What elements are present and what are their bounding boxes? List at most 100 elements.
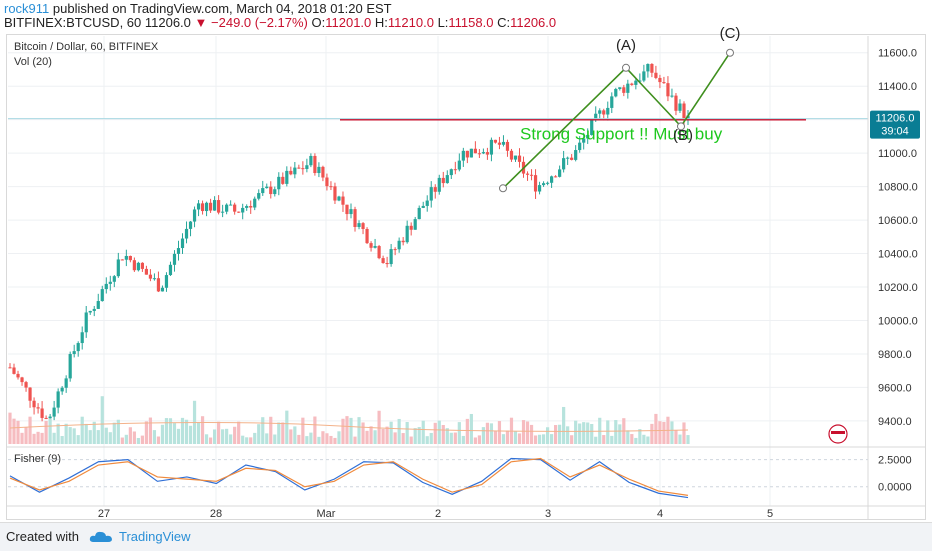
tradingview-brand-link[interactable]: TradingView — [119, 529, 191, 544]
candle-body — [269, 186, 273, 195]
candle-body — [28, 387, 32, 401]
candle-body — [88, 310, 92, 313]
volume-bar — [164, 418, 169, 444]
candle-body — [204, 202, 209, 212]
volume-bar — [112, 422, 116, 444]
volume-bar — [566, 426, 570, 444]
candle-body — [277, 176, 281, 190]
volume-bar — [36, 431, 40, 444]
candle-body — [602, 110, 606, 115]
countdown-tag-value: 39:04 — [881, 126, 909, 138]
candle-body — [108, 281, 112, 284]
candle-body — [225, 204, 229, 212]
candle-body — [369, 243, 373, 248]
candle-body — [329, 186, 333, 188]
created-with-text: Created with — [6, 529, 79, 544]
volume-bar — [20, 432, 24, 444]
symbol-info: BITFINEX:BTCUSD, 60 11206.0 ▼ −249.0 (−2… — [4, 15, 556, 30]
volume-bar — [160, 424, 165, 444]
volume-bar — [92, 421, 96, 444]
volume-bar — [441, 425, 445, 444]
volume-bar — [80, 416, 84, 444]
volume-bar — [329, 435, 333, 444]
candle-body — [389, 249, 393, 265]
candle-body — [32, 400, 36, 408]
volume-bar — [373, 430, 377, 444]
candle-body — [56, 391, 60, 408]
candle-body — [136, 262, 140, 271]
candle-body — [558, 169, 562, 177]
candle-body — [554, 176, 558, 178]
y-tick-label: 11600.0 — [878, 48, 917, 60]
candle-body — [393, 249, 397, 251]
candle-body — [168, 264, 173, 276]
candle-body — [570, 157, 574, 160]
volume-bar — [200, 416, 205, 444]
volume-bar — [469, 413, 473, 444]
volume-bar — [369, 426, 373, 444]
volume-bar — [245, 437, 249, 444]
volume-bar — [16, 420, 20, 444]
volume-bar — [594, 436, 598, 444]
volume-bar — [60, 436, 64, 444]
fisher-tick-label: 0.0000 — [878, 482, 912, 494]
candle-body — [229, 204, 233, 206]
candle-body — [509, 150, 514, 160]
volume-bar — [582, 422, 586, 444]
candle-body — [485, 152, 490, 155]
candle-body — [112, 276, 116, 282]
volume-bar — [84, 423, 88, 444]
candle-body — [449, 169, 453, 176]
candle-body — [405, 225, 409, 243]
candle-body — [301, 168, 305, 170]
candle-body — [397, 240, 401, 250]
x-tick-label: 3 — [545, 508, 551, 520]
volume-bar — [309, 432, 313, 444]
volume-bar — [630, 434, 634, 444]
candle-body — [285, 170, 289, 184]
volume-bar — [610, 435, 614, 444]
wave-point — [622, 63, 630, 72]
author-link[interactable]: rock911 — [4, 1, 50, 16]
candle-body — [353, 209, 357, 227]
volume-bar — [8, 412, 12, 444]
candle-body — [361, 223, 365, 229]
volume-bar — [533, 435, 538, 444]
volume-bar — [120, 437, 124, 444]
candle-body — [180, 238, 185, 249]
candle-body — [172, 253, 177, 265]
price-chart[interactable]: Strong Support !! Must buy (A) (B) (C) 2.50… — [0, 0, 932, 520]
volume-bar — [349, 417, 353, 444]
candle-body — [670, 95, 674, 97]
candle-body — [349, 209, 353, 215]
candle-body — [377, 246, 381, 259]
volume-bar — [549, 434, 554, 444]
candle-body — [590, 119, 594, 135]
candle-body — [176, 248, 181, 254]
candle-body — [525, 173, 530, 175]
candle-body — [156, 278, 161, 292]
candle-body — [132, 260, 136, 271]
volume-bar — [333, 437, 337, 444]
candle-body — [549, 176, 554, 183]
candle-body — [666, 83, 670, 97]
volume-bar — [321, 431, 325, 444]
candle-body — [493, 139, 498, 143]
candle-body — [196, 203, 201, 210]
candle-body — [20, 377, 24, 383]
volume-bar — [225, 428, 229, 444]
candle-body — [200, 203, 205, 212]
volume-bar — [241, 435, 245, 444]
low-label: L: — [437, 15, 449, 30]
volume-bar — [68, 427, 72, 444]
candle-body — [413, 219, 417, 230]
candle-body — [217, 200, 221, 213]
volume-bar — [12, 418, 16, 444]
volume-bar — [493, 430, 498, 444]
volume-bar — [116, 419, 120, 444]
volume-bar — [614, 420, 618, 444]
candle-body — [365, 228, 369, 244]
volume-bar — [108, 432, 112, 444]
candle-body — [505, 141, 510, 151]
volume-bar — [44, 420, 48, 444]
